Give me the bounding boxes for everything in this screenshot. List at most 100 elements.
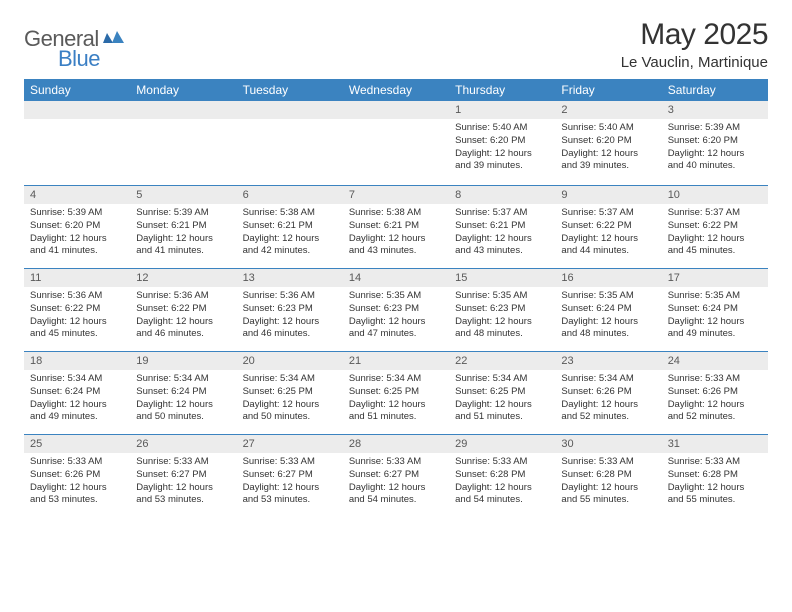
sunset-line: Sunset: 6:28 PM (668, 469, 762, 482)
day-details: Sunrise: 5:34 AMSunset: 6:24 PMDaylight:… (130, 370, 236, 434)
sunrise-line: Sunrise: 5:36 AM (30, 290, 124, 303)
day-number: 12 (130, 269, 236, 287)
sunset-line: Sunset: 6:24 PM (561, 303, 655, 316)
day-number (237, 101, 343, 119)
day-details: Sunrise: 5:39 AMSunset: 6:20 PMDaylight:… (662, 119, 768, 185)
sunrise-line: Sunrise: 5:33 AM (668, 373, 762, 386)
day-number: 17 (662, 269, 768, 287)
day-cell (130, 101, 236, 185)
day-number (343, 101, 449, 119)
weekday-tuesday: Tuesday (237, 79, 343, 101)
day-number: 4 (24, 186, 130, 204)
sunset-line: Sunset: 6:25 PM (349, 386, 443, 399)
day-number: 14 (343, 269, 449, 287)
day-details: Sunrise: 5:37 AMSunset: 6:21 PMDaylight:… (449, 204, 555, 268)
day-cell: 22Sunrise: 5:34 AMSunset: 6:25 PMDayligh… (449, 352, 555, 434)
day-details: Sunrise: 5:36 AMSunset: 6:22 PMDaylight:… (24, 287, 130, 351)
day-number: 24 (662, 352, 768, 370)
daylight-line: Daylight: 12 hours and 52 minutes. (561, 399, 655, 425)
logo-text-blue: Blue (58, 46, 100, 72)
day-cell: 25Sunrise: 5:33 AMSunset: 6:26 PMDayligh… (24, 435, 130, 517)
day-cell: 28Sunrise: 5:33 AMSunset: 6:27 PMDayligh… (343, 435, 449, 517)
day-number: 6 (237, 186, 343, 204)
daylight-line: Daylight: 12 hours and 39 minutes. (561, 148, 655, 174)
daylight-line: Daylight: 12 hours and 46 minutes. (136, 316, 230, 342)
day-number (130, 101, 236, 119)
week-row: 1Sunrise: 5:40 AMSunset: 6:20 PMDaylight… (24, 101, 768, 185)
sunset-line: Sunset: 6:25 PM (455, 386, 549, 399)
day-cell: 31Sunrise: 5:33 AMSunset: 6:28 PMDayligh… (662, 435, 768, 517)
day-details: Sunrise: 5:33 AMSunset: 6:28 PMDaylight:… (555, 453, 661, 517)
sunrise-line: Sunrise: 5:35 AM (668, 290, 762, 303)
calendar-page: General Blue May 2025 Le Vauclin, Martin… (0, 0, 792, 517)
sunset-line: Sunset: 6:23 PM (455, 303, 549, 316)
daylight-line: Daylight: 12 hours and 53 minutes. (136, 482, 230, 508)
day-details: Sunrise: 5:34 AMSunset: 6:25 PMDaylight:… (237, 370, 343, 434)
daylight-line: Daylight: 12 hours and 46 minutes. (243, 316, 337, 342)
day-number: 2 (555, 101, 661, 119)
day-number: 5 (130, 186, 236, 204)
day-number: 18 (24, 352, 130, 370)
daylight-line: Daylight: 12 hours and 41 minutes. (30, 233, 124, 259)
day-details: Sunrise: 5:37 AMSunset: 6:22 PMDaylight:… (555, 204, 661, 268)
month-title: May 2025 (621, 18, 768, 52)
sunset-line: Sunset: 6:24 PM (30, 386, 124, 399)
weekday-monday: Monday (130, 79, 236, 101)
day-cell: 6Sunrise: 5:38 AMSunset: 6:21 PMDaylight… (237, 186, 343, 268)
day-cell: 24Sunrise: 5:33 AMSunset: 6:26 PMDayligh… (662, 352, 768, 434)
daylight-line: Daylight: 12 hours and 47 minutes. (349, 316, 443, 342)
day-number: 23 (555, 352, 661, 370)
sunrise-line: Sunrise: 5:34 AM (561, 373, 655, 386)
sunset-line: Sunset: 6:24 PM (668, 303, 762, 316)
day-details: Sunrise: 5:34 AMSunset: 6:25 PMDaylight:… (449, 370, 555, 434)
daylight-line: Daylight: 12 hours and 49 minutes. (30, 399, 124, 425)
day-number: 26 (130, 435, 236, 453)
day-number: 27 (237, 435, 343, 453)
day-details: Sunrise: 5:35 AMSunset: 6:24 PMDaylight:… (662, 287, 768, 351)
day-details: Sunrise: 5:38 AMSunset: 6:21 PMDaylight:… (237, 204, 343, 268)
sunrise-line: Sunrise: 5:36 AM (136, 290, 230, 303)
sunset-line: Sunset: 6:26 PM (30, 469, 124, 482)
day-cell: 30Sunrise: 5:33 AMSunset: 6:28 PMDayligh… (555, 435, 661, 517)
day-number: 21 (343, 352, 449, 370)
daylight-line: Daylight: 12 hours and 40 minutes. (668, 148, 762, 174)
daylight-line: Daylight: 12 hours and 54 minutes. (349, 482, 443, 508)
day-number: 31 (662, 435, 768, 453)
day-details: Sunrise: 5:40 AMSunset: 6:20 PMDaylight:… (555, 119, 661, 185)
day-number: 16 (555, 269, 661, 287)
day-cell: 20Sunrise: 5:34 AMSunset: 6:25 PMDayligh… (237, 352, 343, 434)
day-details: Sunrise: 5:39 AMSunset: 6:21 PMDaylight:… (130, 204, 236, 268)
sunrise-line: Sunrise: 5:40 AM (455, 122, 549, 135)
location-label: Le Vauclin, Martinique (621, 54, 768, 71)
sunset-line: Sunset: 6:26 PM (668, 386, 762, 399)
sunrise-line: Sunrise: 5:37 AM (455, 207, 549, 220)
day-cell: 29Sunrise: 5:33 AMSunset: 6:28 PMDayligh… (449, 435, 555, 517)
sunset-line: Sunset: 6:22 PM (668, 220, 762, 233)
sunset-line: Sunset: 6:20 PM (668, 135, 762, 148)
sunrise-line: Sunrise: 5:39 AM (30, 207, 124, 220)
sunrise-line: Sunrise: 5:34 AM (349, 373, 443, 386)
day-cell (343, 101, 449, 185)
calendar: SundayMondayTuesdayWednesdayThursdayFrid… (24, 79, 768, 517)
day-details: Sunrise: 5:34 AMSunset: 6:25 PMDaylight:… (343, 370, 449, 434)
day-number: 9 (555, 186, 661, 204)
day-cell: 3Sunrise: 5:39 AMSunset: 6:20 PMDaylight… (662, 101, 768, 185)
weeks-container: 1Sunrise: 5:40 AMSunset: 6:20 PMDaylight… (24, 101, 768, 517)
sunrise-line: Sunrise: 5:37 AM (561, 207, 655, 220)
daylight-line: Daylight: 12 hours and 48 minutes. (455, 316, 549, 342)
weekday-sunday: Sunday (24, 79, 130, 101)
sunset-line: Sunset: 6:20 PM (455, 135, 549, 148)
day-number: 10 (662, 186, 768, 204)
sunrise-line: Sunrise: 5:40 AM (561, 122, 655, 135)
sunset-line: Sunset: 6:26 PM (561, 386, 655, 399)
day-cell: 4 Sunrise: 5:39 AMSunset: 6:20 PMDaylight… (24, 186, 130, 268)
sunrise-line: Sunrise: 5:35 AM (561, 290, 655, 303)
sunset-line: Sunset: 6:20 PM (30, 220, 124, 233)
sunset-line: Sunset: 6:22 PM (30, 303, 124, 316)
weekday-saturday: Saturday (662, 79, 768, 101)
sunset-line: Sunset: 6:23 PM (243, 303, 337, 316)
day-cell: 14Sunrise: 5:35 AMSunset: 6:23 PMDayligh… (343, 269, 449, 351)
daylight-line: Daylight: 12 hours and 54 minutes. (455, 482, 549, 508)
sunrise-line: Sunrise: 5:35 AM (455, 290, 549, 303)
day-cell: 13Sunrise: 5:36 AMSunset: 6:23 PMDayligh… (237, 269, 343, 351)
